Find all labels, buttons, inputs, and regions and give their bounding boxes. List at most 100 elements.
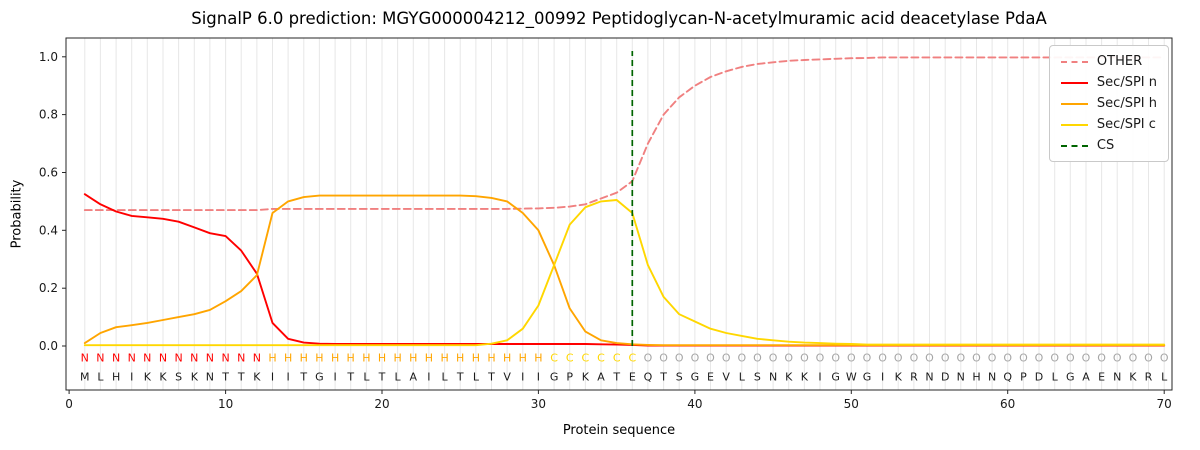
region-label: N: [128, 352, 136, 365]
region-label: O: [706, 352, 715, 365]
region-label: H: [534, 352, 542, 365]
region-label: H: [347, 352, 355, 365]
region-label: O: [831, 352, 840, 365]
region-label: H: [487, 352, 495, 365]
region-label: O: [1066, 352, 1075, 365]
region-label: O: [863, 352, 872, 365]
plot-border: [65, 37, 1173, 391]
region-label: O: [910, 352, 919, 365]
sequence-residue: H: [972, 371, 980, 384]
sequence-residue: P: [1020, 371, 1027, 384]
sequence-residue: T: [299, 371, 307, 384]
x-tick-label: 10: [218, 397, 233, 411]
y-tick-label: 0.6: [39, 166, 58, 180]
region-label: N: [237, 352, 245, 365]
region-label: O: [1160, 352, 1169, 365]
sequence-residue: T: [237, 371, 245, 384]
legend: OTHER Sec/SPI n Sec/SPI h Sec/SPI c CS: [1048, 45, 1169, 162]
region-label: O: [675, 352, 684, 365]
sequence-residue: T: [346, 371, 354, 384]
sequence-residue: E: [629, 371, 636, 384]
region-label: O: [644, 352, 653, 365]
region-label: N: [174, 352, 182, 365]
region-label: O: [925, 352, 934, 365]
legend-line-sec-spi-n: [1060, 81, 1088, 84]
region-label: N: [143, 352, 151, 365]
region-label: H: [409, 352, 417, 365]
region-label: C: [550, 352, 558, 365]
sequence-residue: G: [691, 371, 700, 384]
y-tick-label: 0.2: [39, 281, 58, 295]
sequence-residue: G: [863, 371, 872, 384]
region-label: H: [362, 352, 370, 365]
sequence-residue: M: [80, 371, 90, 384]
region-label: N: [112, 352, 120, 365]
sequence-residue: I: [130, 371, 133, 384]
sequence-residue: E: [1098, 371, 1105, 384]
region-label: O: [1050, 352, 1059, 365]
sequence-residue: T: [378, 371, 386, 384]
sequence-residue: D: [1035, 371, 1043, 384]
region-label: O: [972, 352, 981, 365]
region-label: O: [988, 352, 997, 365]
region-label: N: [221, 352, 229, 365]
sequence-residue: D: [941, 371, 949, 384]
sequence-residue: I: [333, 371, 336, 384]
sequence-residue: N: [206, 371, 214, 384]
sequence-residue: R: [910, 371, 918, 384]
region-label: N: [206, 352, 214, 365]
legend-item-sec-spi-h: Sec/SPI h: [1060, 97, 1157, 110]
legend-item-cs: CS: [1060, 138, 1157, 153]
x-tick-label: 40: [687, 397, 702, 411]
sequence-residue: L: [473, 371, 480, 384]
sequence-residue: N: [769, 371, 777, 384]
sequence-residue: I: [286, 371, 289, 384]
region-label: O: [737, 352, 746, 365]
sequence-residue: I: [818, 371, 821, 384]
region-label: O: [691, 352, 700, 365]
sequence-residue: N: [1113, 371, 1121, 384]
sequence-residue: L: [442, 371, 449, 384]
region-label: O: [956, 352, 965, 365]
sequence-residue: L: [363, 371, 370, 384]
sequence-residue: K: [582, 371, 590, 384]
region-label: H: [378, 352, 386, 365]
sequence-residue: W: [846, 371, 857, 384]
y-tick-label: 0.0: [39, 339, 58, 353]
sequence-residue: I: [271, 371, 274, 384]
region-label: H: [519, 352, 527, 365]
sequence-residue: V: [503, 371, 511, 384]
region-label: H: [300, 352, 308, 365]
sequence-residue: L: [97, 371, 104, 384]
sequence-residue: N: [988, 371, 996, 384]
sequence-residue: E: [707, 371, 714, 384]
sequence-residue: L: [739, 371, 746, 384]
region-label: C: [582, 352, 590, 365]
region-label: O: [1113, 352, 1122, 365]
legend-line-other: [1060, 60, 1088, 63]
region-label: O: [769, 352, 778, 365]
y-tick-label: 0.8: [39, 108, 58, 122]
sequence-residue: H: [112, 371, 120, 384]
series-line-sec-spi-c: [83, 199, 1166, 347]
region-label: O: [1082, 352, 1091, 365]
sequence-residue: L: [1052, 371, 1059, 384]
sequence-residue: K: [191, 371, 199, 384]
region-label: O: [816, 352, 825, 365]
region-label: C: [566, 352, 574, 365]
x-tick-label: 30: [531, 397, 546, 411]
chart-title: SignalP 6.0 prediction: MGYG000004212_00…: [191, 9, 1047, 28]
sequence-residue: N: [925, 371, 933, 384]
x-axis-label: Protein sequence: [562, 423, 676, 438]
region-label: H: [331, 352, 339, 365]
legend-label-other: OTHER: [1096, 54, 1143, 69]
region-label: N: [159, 352, 167, 365]
legend-label-cs: CS: [1096, 138, 1115, 153]
sequence-residue: I: [537, 371, 540, 384]
region-label: H: [440, 352, 448, 365]
region-label: N: [190, 352, 198, 365]
region-label: H: [393, 352, 401, 365]
region-label: O: [1035, 352, 1044, 365]
